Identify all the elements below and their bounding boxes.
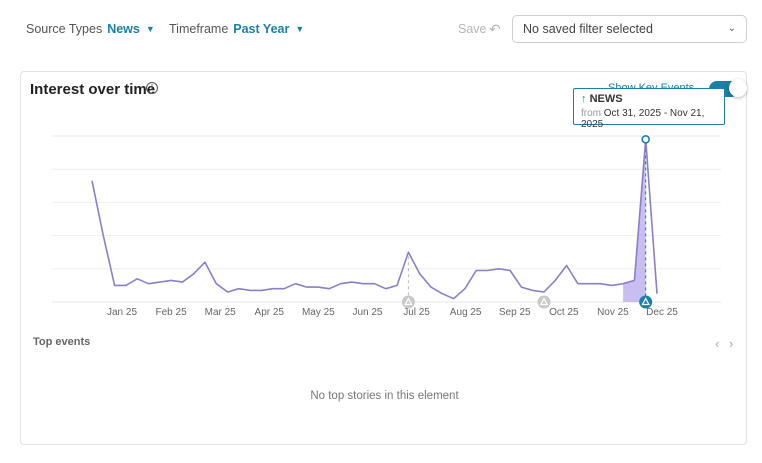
key-event-dot (639, 295, 653, 309)
x-tick-label: Jun 25 (352, 307, 382, 318)
timeframe-label: Timeframe (169, 22, 229, 36)
highlight-point (641, 135, 651, 144)
x-tick-label: Aug 25 (450, 307, 482, 318)
event-icon (539, 297, 549, 306)
undo-icon[interactable]: ↶ (489, 21, 501, 37)
chevron-down-icon: ▼ (295, 24, 305, 34)
tooltip-from-label: from (581, 108, 601, 119)
tooltip-title-text: NEWS (589, 93, 623, 105)
x-tick-label: Mar 25 (205, 307, 237, 318)
event-icon (404, 297, 413, 306)
highlight-area (623, 139, 646, 302)
event-icon (641, 297, 650, 306)
interest-line-chart: Jan 25 Feb 25 Mar 25 Apr 25 May 25 Jun 25 Jul … (52, 135, 721, 318)
interest-over-time-card: Interest over time i Show Key Events Jan… (20, 71, 747, 445)
key-event-marker (401, 295, 415, 309)
key-event-marker (537, 295, 551, 309)
saved-filter-select[interactable]: No saved filter selected ⌄ (512, 15, 747, 43)
key-event-dot (401, 295, 415, 309)
toggle-knob[interactable] (729, 79, 747, 97)
chevron-down-icon: ▼ (145, 24, 155, 34)
chevron-right-icon[interactable]: › (729, 336, 734, 351)
chart-tooltip: ↑ NEWS from Oct 31, 2025 - Nov 21, 2025 (573, 88, 725, 130)
source-types-label: Source Types (26, 22, 103, 36)
timeframe-value: Past Year (233, 22, 290, 36)
x-tick-label: Jul 25 (403, 307, 430, 318)
x-tick-label: Jan 25 (107, 307, 137, 318)
chevron-left-icon[interactable]: ‹ (715, 336, 720, 351)
tooltip-range: from Oct 31, 2025 - Nov 21, 2025 (581, 108, 717, 130)
arrow-up-icon: ↑ (581, 93, 587, 105)
tooltip-title: ↑ NEWS (581, 93, 717, 105)
top-events-heading: Top events (33, 336, 91, 348)
saved-filter-value: No saved filter selected (523, 22, 653, 36)
chart-marks (91, 135, 658, 309)
chart-grid (52, 135, 721, 303)
source-types-value: News (107, 22, 140, 36)
filter-bar: Source Types News ▼ Timeframe Past Year … (0, 0, 762, 60)
timeframe-filter[interactable]: Timeframe Past Year ▼ (169, 22, 304, 36)
save-button[interactable]: Save (458, 22, 487, 36)
chevron-down-icon: ⌄ (727, 23, 736, 34)
x-tick-label: Sep 25 (499, 307, 531, 318)
key-event-marker (639, 295, 653, 309)
info-icon[interactable]: i (146, 82, 158, 94)
key-event-dot (537, 295, 551, 309)
x-axis-ticks: Jan 25 Feb 25 Mar 25 Apr 25 May 25 Jun 25 Jul … (107, 307, 678, 318)
x-tick-label: Feb 25 (156, 307, 188, 318)
source-types-filter[interactable]: Source Types News ▼ (26, 22, 155, 36)
interest-series-line (91, 138, 658, 300)
x-tick-label: Nov 25 (597, 307, 629, 318)
x-tick-label: May 25 (302, 307, 335, 318)
empty-message: No top stories in this element (310, 390, 459, 402)
tooltip-range-text: Oct 31, 2025 - Nov 21, 2025 (581, 108, 705, 130)
x-tick-label: Oct 25 (549, 307, 579, 318)
card-title: Interest over time (30, 81, 156, 98)
x-tick-label: Dec 25 (646, 307, 678, 318)
x-tick-label: Apr 25 (255, 307, 285, 318)
